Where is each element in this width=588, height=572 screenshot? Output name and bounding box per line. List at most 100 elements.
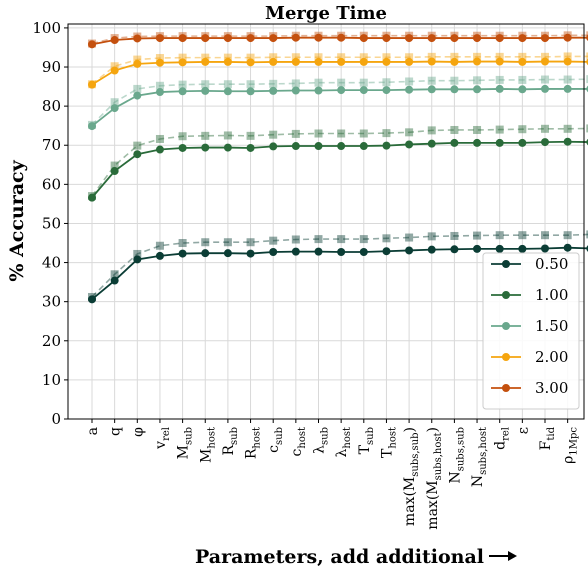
- circle-marker: [314, 57, 323, 66]
- legend-label: 0.50: [535, 255, 568, 273]
- circle-marker: [110, 167, 119, 176]
- dashed-square-marker: [473, 125, 482, 134]
- plot-frame: [67, 23, 585, 420]
- dashed-square-marker: [563, 231, 572, 240]
- dashed-square-marker: [405, 77, 414, 86]
- dashed-square-marker: [246, 80, 255, 89]
- dashed-square-marker: [223, 131, 232, 140]
- circle-marker: [155, 145, 164, 154]
- x-tick-label: drel: [493, 427, 512, 450]
- circle-marker: [201, 57, 210, 66]
- circle-marker: [178, 58, 187, 67]
- circle-marker: [337, 248, 346, 257]
- circle-marker: [541, 244, 549, 253]
- x-axis-ticks: a q φvrelMsubMhostRsubRhostcsubchostλsubλh…: [85, 419, 588, 530]
- series-2-00: [88, 52, 588, 89]
- x-tick-label: Rsub: [221, 427, 240, 456]
- x-tick-label: a: [85, 427, 101, 435]
- circle-marker: [337, 33, 346, 42]
- circle-marker: [518, 57, 527, 66]
- dashed-square-marker: [518, 52, 527, 61]
- dashed-square-marker: [473, 231, 482, 240]
- circle-marker: [201, 249, 210, 258]
- circle-marker: [495, 34, 504, 43]
- legend-label: 2.00: [535, 348, 568, 366]
- circle-marker: [563, 33, 572, 42]
- dashed-square-marker: [382, 78, 391, 87]
- circle-marker: [88, 40, 96, 49]
- dashed-square-marker: [359, 53, 368, 62]
- x-axis-label: Parameters, add additional: [195, 546, 484, 568]
- dashed-square-marker: [110, 270, 119, 279]
- circle-marker: [155, 88, 164, 97]
- dashed-square-marker: [155, 54, 164, 63]
- y-tick-label: 40: [42, 254, 61, 272]
- dashed-square-marker: [314, 129, 323, 138]
- circle-marker: [337, 57, 346, 66]
- dashed-square-marker: [133, 249, 142, 258]
- circle-marker: [473, 34, 482, 43]
- dashed-square-marker: [450, 231, 459, 240]
- y-tick-label: 90: [42, 58, 61, 76]
- dashed-square-marker: [586, 52, 588, 61]
- legend: 0.50 1.00 1.50 2.00 3.00: [482, 252, 580, 410]
- dashed-line: [91, 233, 588, 298]
- circle-marker: [223, 34, 232, 43]
- circle-marker: [223, 57, 232, 66]
- dashed-line: [91, 55, 588, 85]
- dashed-square-marker: [201, 53, 210, 62]
- circle-marker: [201, 86, 210, 95]
- legend-item: 3.00: [491, 379, 568, 397]
- y-tick-label: 0: [51, 410, 61, 428]
- x-tick-label: ε: [515, 427, 531, 434]
- legend-label: 1.50: [535, 317, 568, 335]
- circle-marker: [178, 87, 187, 96]
- circle-marker: [382, 247, 391, 256]
- series-3-00: [88, 31, 588, 49]
- legend-label: 1.00: [535, 286, 568, 304]
- circle-marker: [337, 142, 346, 151]
- dashed-square-marker: [586, 230, 588, 239]
- dashed-square-marker: [133, 84, 142, 93]
- dashed-square-marker: [359, 129, 368, 138]
- dashed-square-marker: [337, 129, 346, 138]
- circle-marker: [269, 57, 278, 66]
- circle-marker: [223, 87, 232, 96]
- dashed-line: [91, 34, 588, 45]
- dashed-square-marker: [110, 161, 119, 170]
- x-tick-label: Nsubs,host: [470, 427, 489, 487]
- dashed-square-marker: [427, 232, 436, 241]
- circle-marker: [405, 85, 414, 94]
- series-layer: [88, 31, 588, 304]
- circle-marker: [405, 140, 414, 149]
- circle-marker: [450, 57, 459, 66]
- dashed-square-marker: [518, 231, 527, 240]
- y-tick-label: 80: [42, 97, 61, 115]
- x-tick-label: chost: [289, 427, 308, 456]
- dashed-square-marker: [473, 52, 482, 61]
- circle-marker: [155, 34, 164, 43]
- circle-marker: [246, 34, 255, 43]
- dashed-square-marker: [110, 62, 119, 71]
- dashed-square-marker: [314, 235, 323, 244]
- chart-title: Merge Time: [265, 3, 387, 24]
- dashed-square-marker: [314, 53, 323, 62]
- circle-marker: [291, 86, 300, 95]
- circle-marker: [473, 244, 482, 253]
- x-tick-label: ρ1Mpc: [561, 427, 580, 464]
- circle-marker: [382, 86, 391, 95]
- dashed-line: [91, 127, 588, 197]
- dashed-square-marker: [450, 76, 459, 85]
- circle-marker: [110, 36, 119, 45]
- dashed-square-marker: [518, 75, 527, 84]
- dashed-square-marker: [178, 132, 187, 141]
- dashed-square-marker: [337, 53, 346, 62]
- dashed-square-marker: [155, 134, 164, 143]
- circle-marker: [427, 57, 436, 66]
- circle-marker: [314, 142, 323, 151]
- dashed-square-marker: [133, 55, 142, 64]
- dashed-square-marker: [427, 76, 436, 85]
- legend-marker: [502, 322, 510, 330]
- dashed-square-marker: [495, 75, 504, 84]
- circle-marker: [427, 245, 436, 254]
